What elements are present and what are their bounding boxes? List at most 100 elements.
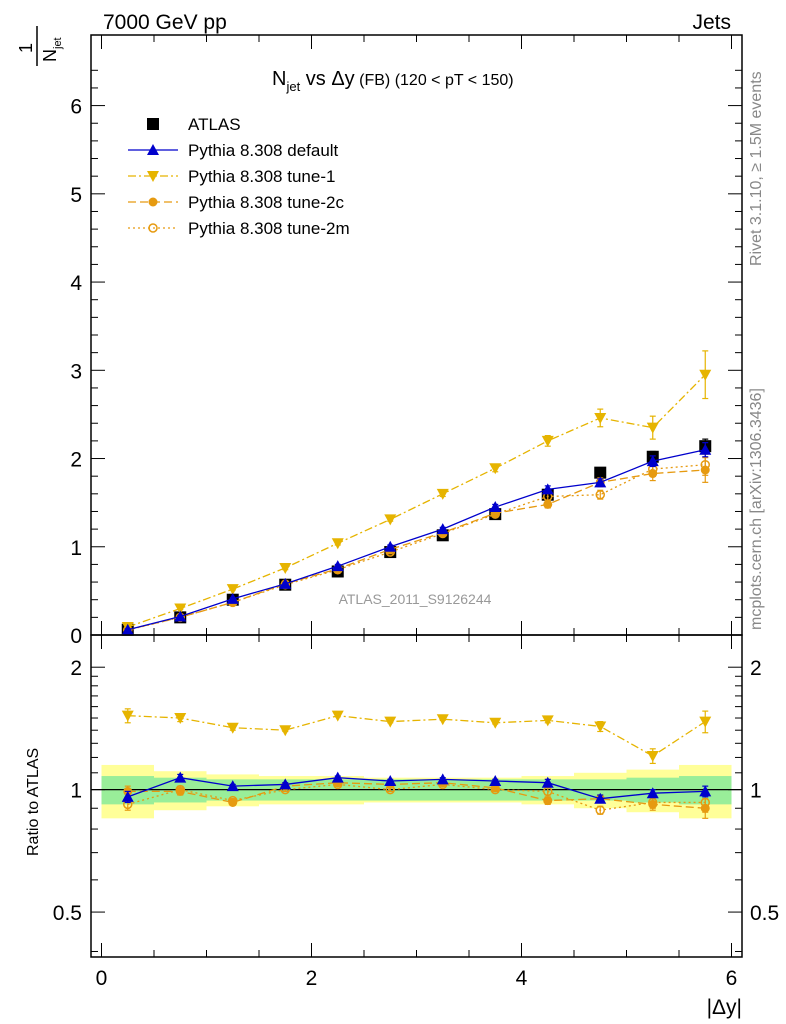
legend-marker (147, 144, 159, 155)
data-point (646, 787, 659, 799)
data-point (331, 710, 344, 722)
x-tick-label: 2 (306, 967, 318, 990)
title-dy: Δy (331, 68, 354, 90)
series-line (127, 464, 706, 631)
series-line (127, 449, 706, 631)
data-point (541, 483, 554, 495)
data-point (541, 435, 554, 447)
data-point (595, 805, 605, 815)
data-point (226, 722, 239, 734)
data-point (646, 422, 659, 434)
series-line (127, 782, 706, 809)
y-tick-label: 4 (70, 272, 82, 295)
rivet-version-text: Rivet 3.1.10, ≥ 1.5M events (748, 71, 765, 266)
x-tick-label: 0 (96, 967, 108, 990)
data-point (384, 775, 397, 787)
data-point (175, 786, 185, 796)
header-jets: Jets (692, 11, 731, 34)
data-point (594, 466, 607, 479)
legend-label: Pythia 8.308 default (188, 141, 339, 160)
data-point (594, 412, 607, 424)
data-point (699, 443, 712, 455)
series-2 (123, 778, 710, 819)
series-3 (123, 457, 710, 635)
title-range: (120 < pT < 150) (395, 72, 514, 89)
watermark: ATLAS_2011_S9126244 (339, 591, 492, 607)
y-tick-label: 1 (70, 537, 82, 560)
y-tick-label-right: 0.5 (750, 902, 779, 925)
data-point (279, 562, 292, 574)
data-point (648, 799, 658, 809)
series-line (127, 715, 706, 757)
main-panel: ATLAS_2011_S9126244 0 1 2 3 4 5 6 ATLAS Pythia 8.… (70, 34, 743, 648)
data-point (543, 499, 553, 509)
series-1 (121, 442, 712, 635)
data-point (121, 623, 134, 635)
data-point (700, 459, 710, 470)
legend-marker (148, 223, 158, 233)
main-title: Njet vs Δy (FB) (120 < pT < 150) (272, 68, 514, 94)
x-tick-label: 4 (516, 967, 528, 990)
series-4 (123, 453, 710, 635)
data-point (121, 710, 134, 722)
data-point (228, 797, 238, 807)
series-line (127, 469, 706, 631)
legend-item: Pythia 8.308 tune-1 (128, 167, 335, 186)
legend: ATLAS Pythia 8.308 default Pythia 8.308 tu… (128, 115, 350, 238)
legend-marker (148, 197, 158, 207)
data-point (279, 725, 292, 737)
data-point (174, 713, 187, 725)
data-point (541, 776, 554, 788)
data-point (174, 603, 187, 615)
data-point (489, 717, 502, 729)
legend-label: ATLAS (188, 115, 241, 134)
series-1 (121, 708, 712, 765)
data-point (121, 790, 134, 802)
y-tick-label-right: 1 (750, 780, 762, 803)
data-point (699, 716, 712, 728)
data-point (699, 785, 712, 797)
data-point (489, 775, 502, 787)
y-tick-label: 3 (70, 360, 82, 383)
y-tick-label: 2 (70, 449, 82, 472)
x-tick-label: 6 (726, 967, 738, 990)
title-n: N (272, 68, 286, 90)
legend-marker (147, 171, 159, 182)
data-point (489, 501, 502, 513)
series-line (127, 374, 706, 628)
data-point (436, 523, 449, 535)
y-tick-label-right: 2 (750, 657, 762, 680)
title-n-sub: jet (285, 79, 300, 94)
data-point (174, 771, 187, 783)
header-energy: 7000 GeV pp (103, 11, 227, 34)
data-point (331, 771, 344, 783)
data-point (543, 796, 553, 806)
data-point (489, 463, 502, 475)
x-axis-label: |Δy| (707, 996, 742, 1019)
data-point (594, 476, 607, 488)
y-tick-label: 5 (70, 184, 82, 207)
data-point (331, 560, 344, 572)
legend-marker (147, 118, 159, 130)
series-2 (121, 350, 712, 634)
data-point (174, 610, 187, 622)
legend-label: Pythia 8.308 tune-2c (188, 193, 344, 212)
main-ylabel: 1 Njet (16, 26, 64, 66)
data-point (226, 780, 239, 792)
legend-item: Pythia 8.308 tune-2m (128, 219, 350, 238)
data-point (541, 715, 554, 727)
data-point (384, 514, 397, 526)
data-point (436, 714, 449, 726)
data-point (226, 592, 239, 604)
series-line (127, 777, 706, 800)
ratio-ylabel: Ratio to ATLAS (25, 748, 42, 856)
data-point (436, 488, 449, 500)
y-tick-label: 6 (70, 96, 82, 119)
legend-label: Pythia 8.308 tune-1 (188, 167, 335, 186)
main-ylabel-den: Njet (40, 37, 64, 62)
data-point (226, 584, 239, 596)
data-point (699, 369, 712, 381)
data-point (646, 750, 659, 762)
legend-item: Pythia 8.308 default (128, 141, 339, 160)
